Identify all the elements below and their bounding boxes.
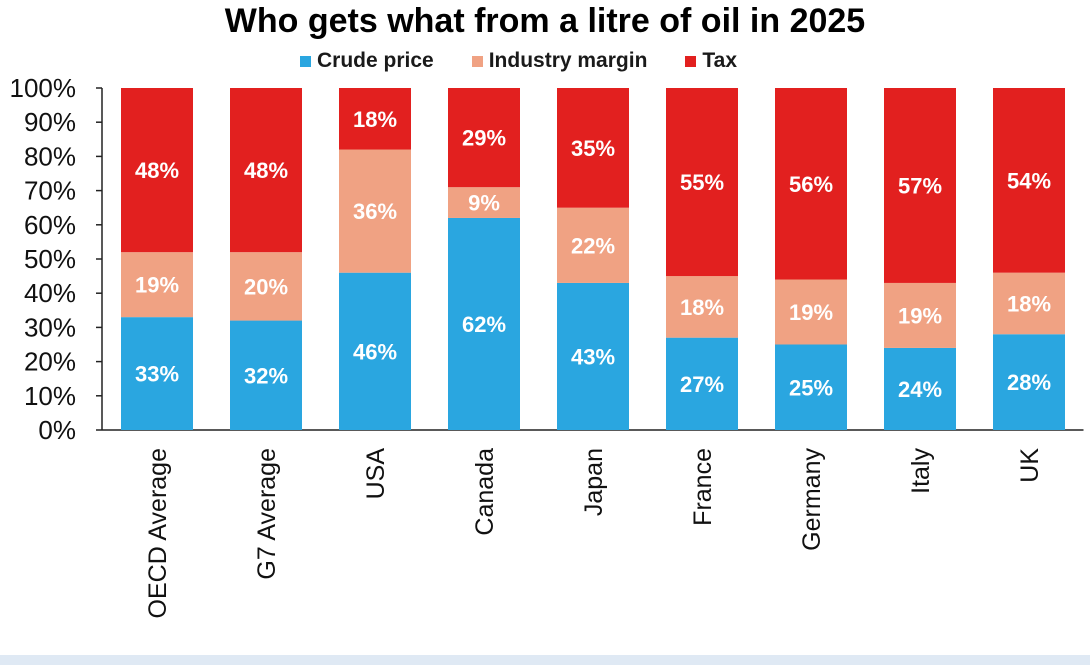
bar-segment <box>121 252 193 318</box>
bar-segment <box>448 187 520 218</box>
data-label: 25% <box>789 375 833 400</box>
data-label: 28% <box>1007 370 1051 395</box>
data-label: 19% <box>789 300 833 325</box>
data-label: 27% <box>680 372 724 397</box>
bar-segment <box>993 272 1065 335</box>
data-label: 48% <box>135 158 179 183</box>
legend-swatch-crude-price <box>300 55 311 67</box>
legend-swatch-tax <box>685 55 697 67</box>
data-label: 19% <box>135 273 179 298</box>
bar-segment <box>884 347 956 430</box>
bar-segment <box>557 282 629 430</box>
legend-item-tax: Tax <box>685 49 737 73</box>
data-label: 57% <box>898 173 942 198</box>
bar-segment <box>775 279 847 345</box>
bar-segment <box>666 88 738 277</box>
data-label: 24% <box>898 377 942 402</box>
legend-label-crude-price: Crude price <box>317 49 434 72</box>
x-tick-label: USA <box>362 448 390 500</box>
bar-segment <box>775 88 847 280</box>
bar-segment <box>884 88 956 283</box>
data-label: 18% <box>680 295 724 320</box>
y-tick-label: 10% <box>24 381 76 411</box>
data-label: 62% <box>462 312 506 337</box>
legend-item-crude-price: Crude price <box>300 49 434 73</box>
y-tick-label: 20% <box>24 347 76 377</box>
x-tick-label: UK <box>1016 448 1044 483</box>
data-label: 22% <box>571 233 615 258</box>
x-tick-label: OECD Average <box>144 448 172 618</box>
bar-segment <box>448 88 520 188</box>
data-label: 20% <box>244 274 288 299</box>
bar-segment <box>557 207 629 283</box>
x-tick-label: G7 Average <box>253 448 281 580</box>
bar-segment <box>775 344 847 430</box>
data-label: 32% <box>244 363 288 388</box>
bar-segment <box>230 320 302 430</box>
data-label: 29% <box>462 126 506 151</box>
y-tick-label: 50% <box>24 244 76 274</box>
legend-label-industry-margin: Industry margin <box>488 49 648 72</box>
y-tick-label: 40% <box>24 278 76 308</box>
data-label: 48% <box>244 158 288 183</box>
data-label: 9% <box>468 191 500 216</box>
data-label: 35% <box>571 136 615 161</box>
y-tick-label: 90% <box>24 107 76 137</box>
x-tick-label: Canada <box>471 448 499 536</box>
bottom-strip <box>0 655 1090 665</box>
bar-segment <box>666 337 738 430</box>
bar-segment <box>339 272 411 430</box>
data-label: 36% <box>353 199 397 224</box>
x-tick-label: Japan <box>580 448 608 516</box>
data-label: 54% <box>1007 168 1051 193</box>
bar-segment <box>666 276 738 338</box>
bar-segment <box>448 217 520 430</box>
bar-segment <box>121 317 193 430</box>
x-tick-label: France <box>689 448 717 526</box>
legend-swatch-industry-margin <box>471 55 483 67</box>
y-tick-label: 100% <box>10 73 77 103</box>
bar-segment <box>339 88 411 150</box>
x-tick-label: Italy <box>907 448 935 494</box>
y-tick-label: 70% <box>24 176 76 206</box>
y-tick-label: 0% <box>38 415 76 445</box>
data-label: 46% <box>353 339 397 364</box>
bar-segment <box>884 282 956 348</box>
bar-segment <box>230 88 302 253</box>
bar-segment <box>993 334 1065 430</box>
x-tick-label: Germany <box>798 448 826 551</box>
y-tick-label: 80% <box>24 141 76 171</box>
data-label: 18% <box>1007 291 1051 316</box>
data-label: 56% <box>789 172 833 197</box>
y-tick-label: 60% <box>24 210 76 240</box>
data-label: 19% <box>898 303 942 328</box>
data-label: 55% <box>680 170 724 195</box>
data-label: 33% <box>135 362 179 387</box>
chart-title: Who gets what from a litre of oil in 202… <box>224 2 866 40</box>
legend-label-tax: Tax <box>702 49 738 72</box>
bar-segment <box>339 149 411 273</box>
y-tick-label: 30% <box>24 312 76 342</box>
data-label: 43% <box>571 344 615 369</box>
legend: Crude price Industry margin Tax <box>300 48 775 74</box>
data-label: 18% <box>353 107 397 132</box>
bar-segment <box>993 88 1065 273</box>
bar-segment <box>230 252 302 321</box>
bar-segment <box>557 88 629 208</box>
legend-item-industry-margin: Industry margin <box>471 49 648 73</box>
bar-segment <box>121 88 193 253</box>
